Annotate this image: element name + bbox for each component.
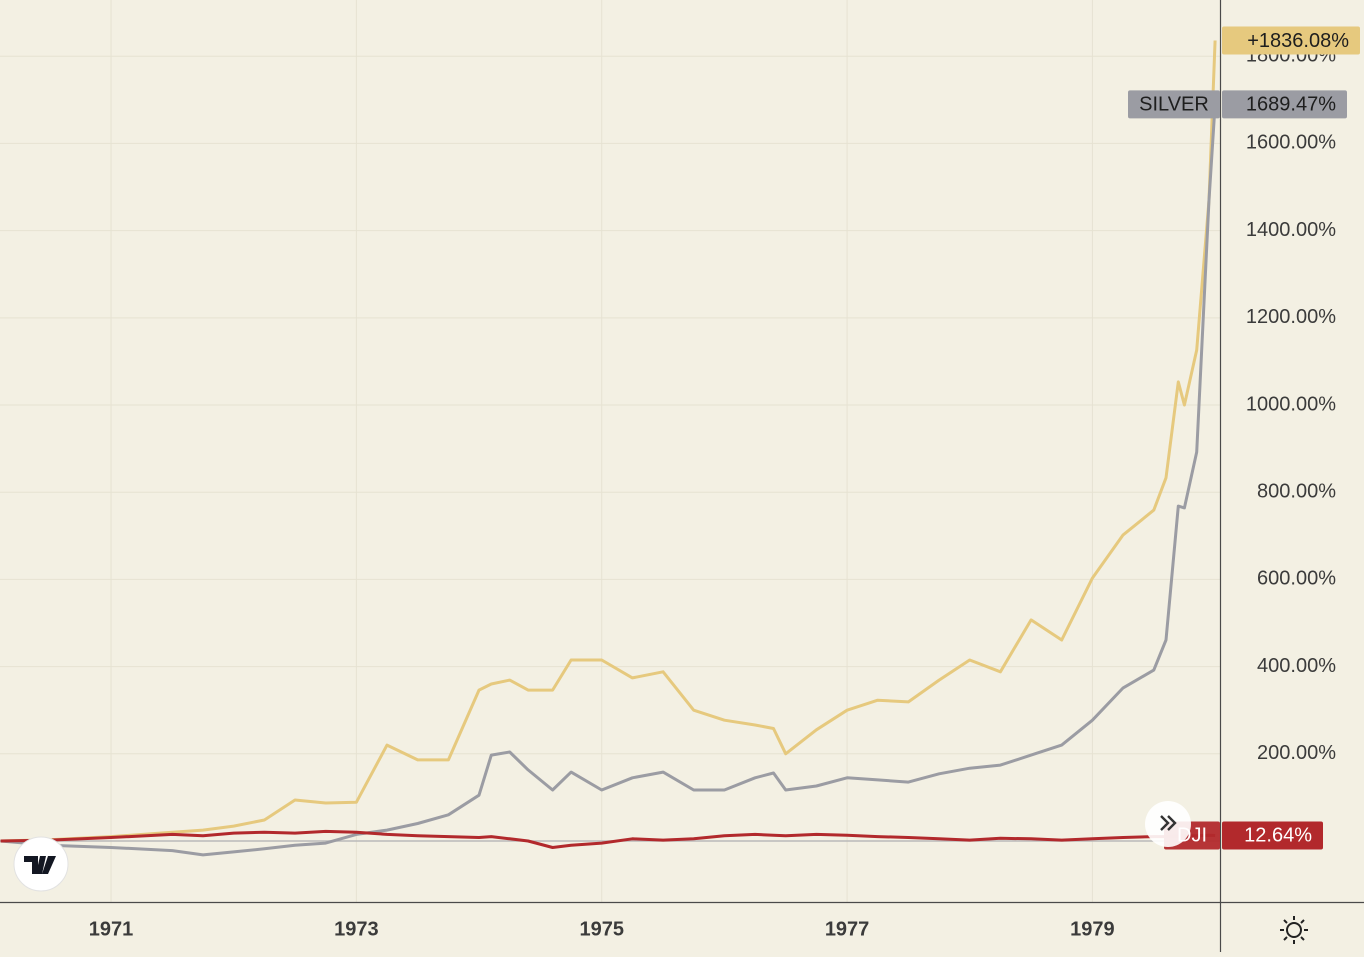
lines	[0, 40, 1217, 857]
series-line	[0, 40, 1217, 843]
logo	[13, 836, 69, 892]
value-label-box	[1222, 821, 1323, 850]
x-tick-label: 1971	[89, 918, 134, 940]
value-label: 12.64%	[1244, 825, 1312, 847]
x-tick-label: 1973	[334, 918, 379, 940]
y-tick-label: 400.00%	[1257, 655, 1336, 677]
scroll-icon[interactable]	[1160, 815, 1177, 831]
y-tick-label: 1400.00%	[1246, 219, 1336, 241]
legend-label: SILVER	[1139, 94, 1209, 116]
x-tick-label: 1979	[1070, 918, 1115, 940]
logo-mark	[24, 856, 56, 874]
value-label: +1836.08%	[1247, 30, 1349, 52]
settings-icon[interactable]	[1280, 916, 1308, 944]
x-tick-label: 1977	[825, 918, 870, 940]
value-label-box	[1222, 26, 1360, 55]
value-label-box	[1222, 90, 1347, 119]
y-tick-label: 200.00%	[1257, 742, 1336, 764]
x-tick-label: 1975	[579, 918, 624, 940]
y-tick-label: 800.00%	[1257, 480, 1336, 502]
y-tick-label: 1600.00%	[1246, 132, 1336, 154]
sun-core[interactable]	[1286, 922, 1302, 938]
y-tick-label: 1000.00%	[1246, 393, 1336, 415]
grid	[0, 0, 1220, 902]
sun-rays[interactable]	[1280, 916, 1308, 944]
value-label: 1689.47%	[1246, 94, 1336, 116]
scroll-button[interactable]	[1145, 801, 1191, 847]
y-tick-label: 600.00%	[1257, 568, 1336, 590]
y-tick-label: 1200.00%	[1246, 306, 1336, 328]
series-line	[0, 829, 1216, 849]
legend-box	[1128, 90, 1220, 119]
series-line	[0, 104, 1217, 857]
